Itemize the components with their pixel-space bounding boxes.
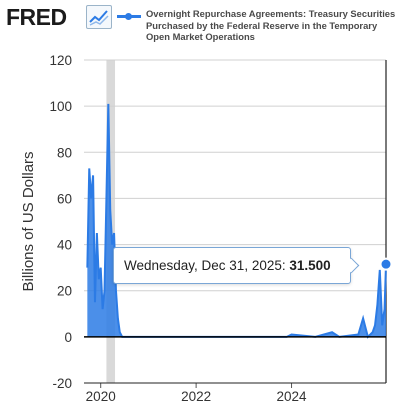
x-tick-label: 2020 xyxy=(86,389,116,404)
y-tick-label: 60 xyxy=(57,191,72,206)
line-chart-icon[interactable] xyxy=(86,5,112,29)
tooltip-value: 31.500 xyxy=(289,258,331,273)
series-area xyxy=(87,103,386,337)
fred-logo[interactable]: FRED xyxy=(6,4,67,30)
y-tick-label: 20 xyxy=(57,284,72,299)
hover-tooltip: Wednesday, Dec 31, 2025: 31.500 xyxy=(113,247,351,284)
x-tick-label: 2024 xyxy=(277,389,308,404)
y-axis-title: Billions of US Dollars xyxy=(20,151,37,291)
y-tick-label: 0 xyxy=(64,330,72,345)
y-tick-label: 40 xyxy=(57,238,72,253)
y-tick-label: 100 xyxy=(49,99,72,114)
tooltip-date: Wednesday, Dec 31, 2025: xyxy=(124,258,286,273)
highlight-point-marker xyxy=(379,257,393,271)
series-line xyxy=(86,103,387,339)
chart-header: FRED Overnight Repurchase Agreements: Tr… xyxy=(0,0,405,50)
legend-series-label: Overnight Repurchase Agreements: Treasur… xyxy=(146,8,396,42)
legend-series-swatch xyxy=(117,13,141,20)
y-tick-label: 120 xyxy=(49,53,72,68)
y-tick-label: 80 xyxy=(57,145,72,160)
y-tick-label: -20 xyxy=(52,376,72,391)
x-tick-label: 2022 xyxy=(181,389,211,404)
